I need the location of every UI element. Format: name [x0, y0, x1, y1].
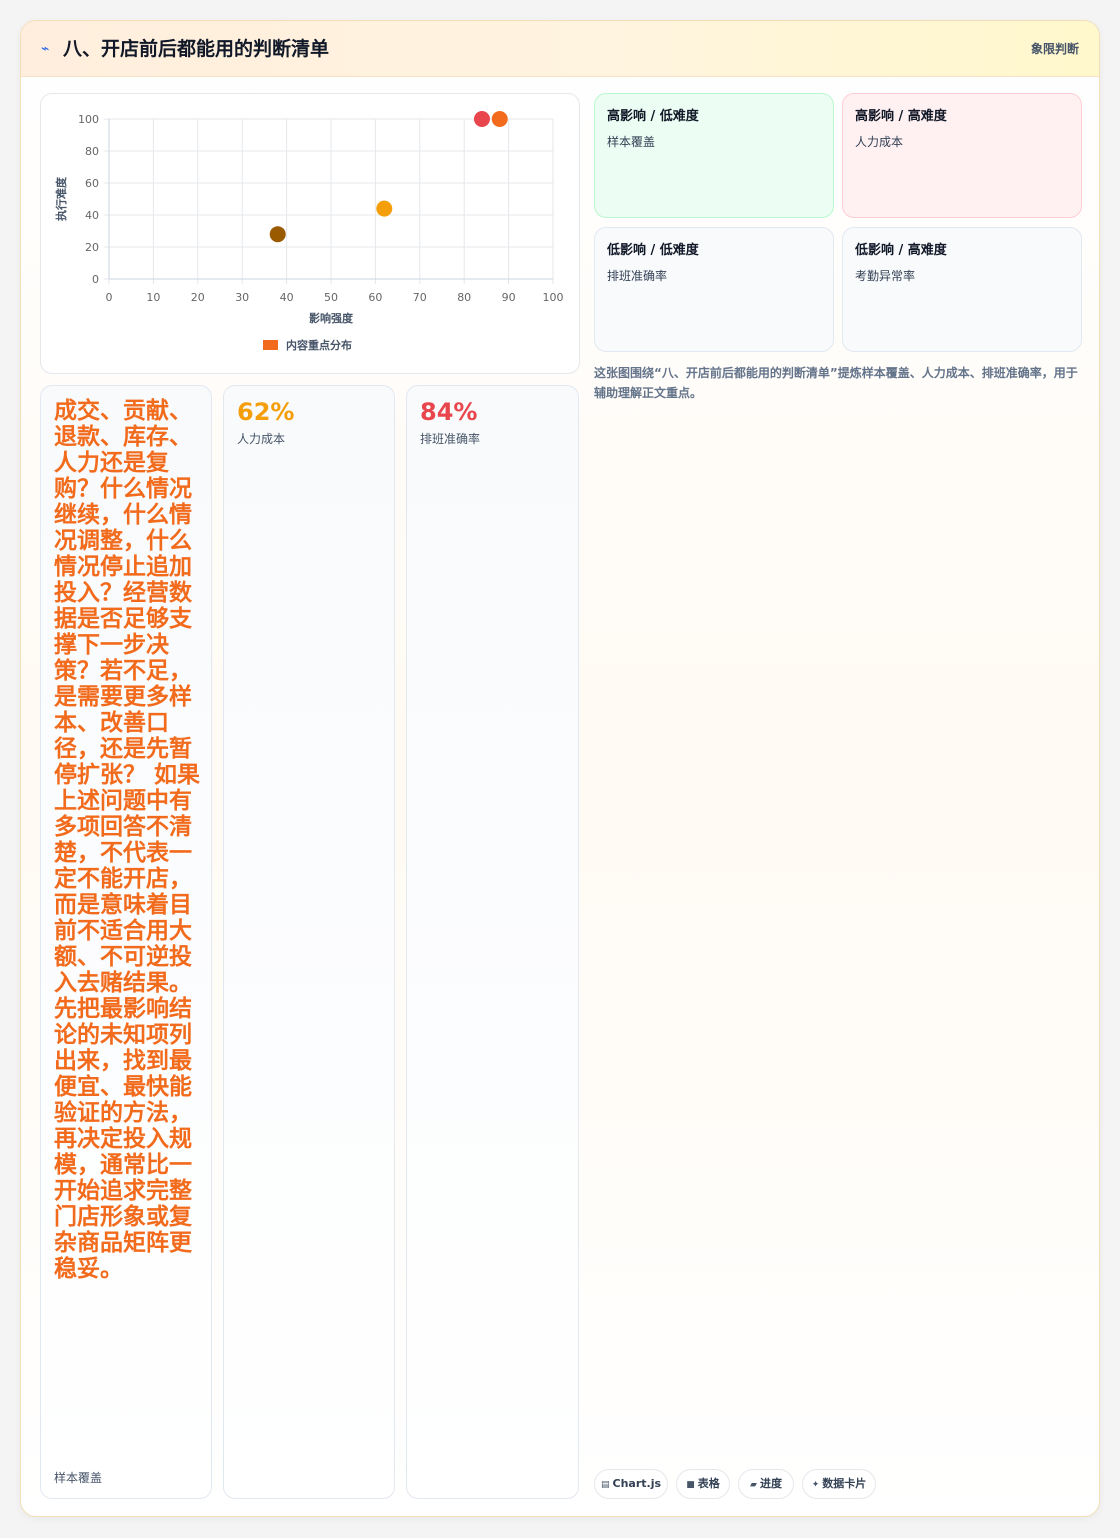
stat-value: 62% [237, 398, 295, 426]
stat-label: 排班准确率 [420, 432, 481, 446]
data-point [491, 111, 508, 127]
data-card-icon: ✦ [811, 1480, 820, 1490]
chip-label: 数据卡片 [822, 1477, 867, 1490]
stat-value: 84% [420, 398, 478, 426]
x-tick-label: 50 [324, 291, 338, 304]
x-tick-label: 40 [280, 291, 294, 304]
chart-description: 这张图围绕“八、开店前后都能用的判断清单”提炼样本覆盖、人力成本、排班准确率，用… [594, 366, 1078, 400]
quadrant-title: 高影响 / 低难度 [607, 109, 699, 124]
x-tick-label: 90 [502, 291, 516, 304]
quadrant-item: 排班准确率 [607, 269, 668, 283]
y-tick-label: 0 [92, 273, 99, 286]
stat-label: 样本覆盖 [54, 1471, 103, 1485]
header-tag: 象限判断 [1030, 42, 1079, 56]
chip-chartjs[interactable]: ▤ Chart.js [594, 1469, 668, 1499]
x-tick-label: 70 [413, 291, 427, 304]
chip-data-card[interactable]: ✦ 数据卡片 [802, 1469, 876, 1499]
x-axis-title: 影响强度 [309, 311, 354, 325]
quadrant-high-impact-high-difficulty: 高影响 / 高难度 人力成本 [842, 93, 1082, 218]
quadrant-item: 考勤异常率 [855, 269, 916, 283]
x-tick-label: 60 [368, 291, 382, 304]
legend-swatch [263, 340, 278, 350]
stat-value: 成交、贡献、退款、库存、人力还是复购？什么情况继续，什么情况调整，什么情况停止追… [54, 398, 201, 1282]
bolt-icon: ⌁ [41, 41, 50, 57]
chip-label: Chart.js [612, 1477, 662, 1490]
card-header: ⌁ 八、开店前后都能用的判断清单 象限判断 [21, 21, 1099, 77]
x-tick-label: 80 [457, 291, 471, 304]
chip-table[interactable]: ■ 表格 [676, 1469, 730, 1499]
data-point [376, 200, 393, 217]
page-title: 八、开店前后都能用的判断清单 [63, 38, 330, 60]
x-tick-label: 10 [146, 291, 160, 304]
quadrant-title: 低影响 / 高难度 [855, 243, 947, 258]
chart-icon: ▤ [600, 1480, 610, 1490]
quadrant-low-impact-high-difficulty: 低影响 / 高难度 考勤异常率 [842, 227, 1082, 352]
quadrant-item: 人力成本 [855, 135, 904, 149]
y-tick-label: 100 [78, 113, 99, 126]
y-tick-label: 20 [85, 241, 99, 254]
quadrant-low-impact-low-difficulty: 低影响 / 低难度 排班准确率 [594, 227, 834, 352]
stat-card-labor-cost: 62% 人力成本 [223, 385, 395, 1499]
quadrant-title: 低影响 / 低难度 [607, 243, 699, 258]
quadrant-high-impact-low-difficulty: 高影响 / 低难度 样本覆盖 [594, 93, 834, 218]
table-icon: ■ [686, 1480, 695, 1490]
x-tick-label: 30 [235, 291, 249, 304]
checklist-card: ⌁ 八、开店前后都能用的判断清单 象限判断 0 10 20 30 40 50 60 70 80 9… [20, 20, 1100, 1517]
quadrant-item: 样本覆盖 [607, 135, 656, 149]
data-point [269, 226, 286, 243]
chart-panel: 0 10 20 30 40 50 60 70 80 90 100 0 20 40 60 80 100 影响强度 执行… [40, 93, 580, 374]
scatter-chart: 0 10 20 30 40 50 60 70 80 90 100 0 20 40 60 80 100 影响强度 执行… [54, 111, 564, 352]
y-tick-label: 60 [85, 177, 99, 190]
y-tick-label: 80 [85, 145, 99, 158]
chip-label: 表格 [697, 1477, 720, 1490]
progress-icon: ▰ [750, 1480, 757, 1490]
y-tick-label: 40 [85, 209, 99, 222]
x-tick-label: 100 [543, 291, 564, 304]
quadrant-title: 高影响 / 高难度 [855, 109, 947, 124]
chip-progress[interactable]: ▰ 进度 [738, 1469, 794, 1499]
chip-label: 进度 [759, 1477, 782, 1490]
stat-card-schedule-accuracy: 84% 排班准确率 [406, 385, 579, 1499]
data-point [473, 111, 490, 127]
legend-label: 内容重点分布 [286, 338, 352, 352]
stat-label: 人力成本 [237, 432, 286, 446]
y-axis-title: 执行难度 [54, 176, 68, 221]
x-tick-label: 20 [191, 291, 205, 304]
stat-card-sample-coverage: 成交、贡献、退款、库存、人力还是复购？什么情况继续，什么情况调整，什么情况停止追… [40, 385, 212, 1499]
x-tick-label: 0 [106, 291, 113, 304]
